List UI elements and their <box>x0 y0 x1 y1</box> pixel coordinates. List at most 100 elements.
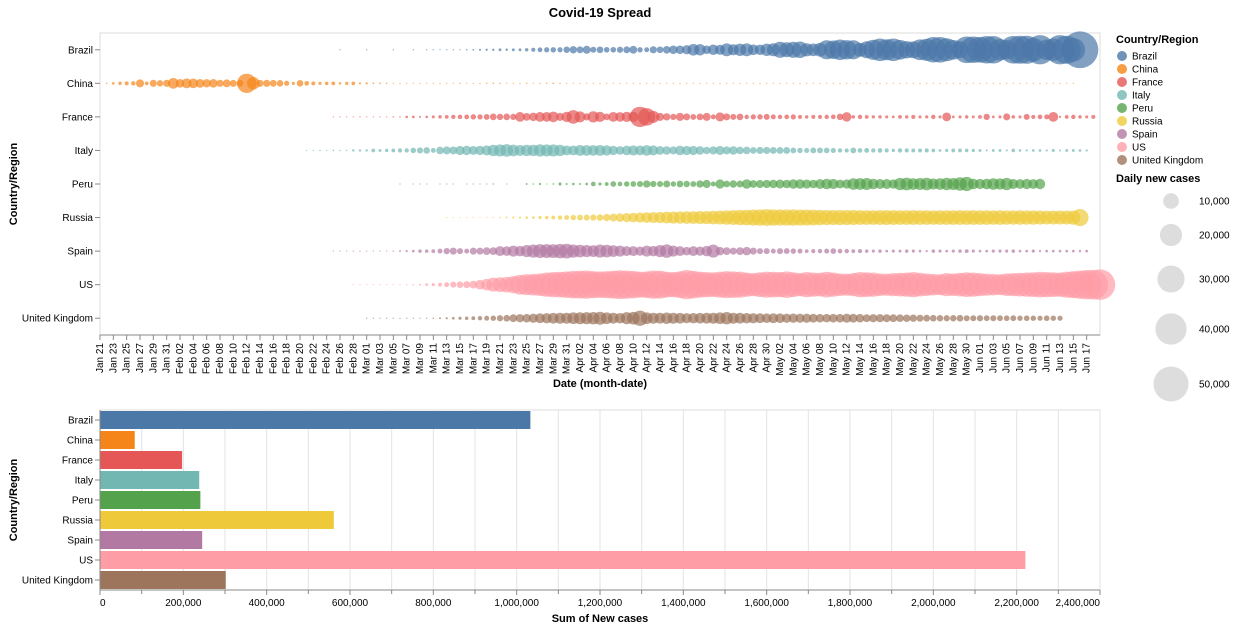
x-tick-label: Feb 24 <box>322 343 333 375</box>
bubble-point <box>797 248 803 254</box>
bubble-point <box>518 216 522 219</box>
bubble-point <box>630 181 637 187</box>
x-tick-label: May 14 <box>855 343 866 376</box>
bubble-point <box>663 113 671 121</box>
y-axis-title: Country/Region <box>8 458 20 541</box>
bubble-point <box>406 284 408 286</box>
bubble-point <box>788 179 799 189</box>
bubble-point <box>379 250 381 252</box>
bubble-point <box>392 49 394 51</box>
bubble-point <box>1071 208 1089 227</box>
bubble-point <box>610 181 617 187</box>
bubble-point <box>619 82 621 84</box>
bubble-point <box>1018 249 1022 253</box>
bubble-point <box>675 45 685 55</box>
y-tick-label: United Kingdom <box>22 314 93 325</box>
bubble-point <box>418 115 422 118</box>
bubble-point <box>1034 178 1046 190</box>
bubble-point <box>512 216 515 219</box>
bubble-point <box>964 148 969 153</box>
bubble-point <box>399 183 401 185</box>
bubble-point <box>399 317 401 319</box>
bubble-point <box>419 317 421 319</box>
bubble-point <box>729 146 738 155</box>
bubble-point <box>875 314 885 323</box>
bubble-point <box>351 81 356 86</box>
x-tick-label: Mar 31 <box>562 343 573 375</box>
x-tick-label: May 18 <box>882 343 893 376</box>
bubble-point <box>379 284 381 286</box>
bubble-point <box>436 146 444 155</box>
bubble-point <box>519 82 521 84</box>
bubble-point <box>763 248 770 255</box>
bubble-point <box>577 214 583 221</box>
bubble-point <box>558 182 562 186</box>
bubble-point <box>466 82 468 84</box>
bubble-point <box>746 82 748 84</box>
bubble-point <box>1065 249 1069 253</box>
bubble-point <box>524 48 529 52</box>
bubble-point <box>306 149 308 152</box>
bubble-point <box>538 182 542 186</box>
bubble-point <box>1011 148 1016 153</box>
bar <box>100 491 201 509</box>
bubble-point <box>956 314 964 322</box>
bubble-point <box>469 280 478 289</box>
x-tick-label: 1,800,000 <box>828 598 873 609</box>
x-axis-title: Date (month-date) <box>553 378 647 390</box>
bubble-point <box>752 82 754 84</box>
bubble-point <box>797 114 803 119</box>
bubble-point <box>904 249 909 253</box>
bubble-point <box>775 179 785 189</box>
bubble-point <box>662 45 671 54</box>
bubble-point <box>457 114 463 120</box>
bubble-point <box>615 146 625 155</box>
bar <box>100 431 135 449</box>
bubble-point <box>412 283 415 286</box>
bubble-point <box>596 46 604 54</box>
x-tick-label: Feb 12 <box>242 343 253 375</box>
bubble-point <box>963 315 970 322</box>
x-tick-label: Mar 09 <box>415 343 426 375</box>
x-tick-label: Apr 10 <box>628 343 639 373</box>
bubble-point <box>655 112 665 121</box>
y-tick-label: Brazil <box>68 416 93 427</box>
bubble-point <box>606 82 608 84</box>
bubble-point <box>546 183 548 185</box>
bubble-point <box>535 111 545 122</box>
bubble-point <box>525 183 528 185</box>
bubble-point <box>885 249 889 253</box>
bubble-point <box>837 248 843 254</box>
bubble-point <box>790 147 797 154</box>
bubble-point <box>1031 249 1035 253</box>
bubble-point <box>918 115 922 119</box>
bubble-point <box>925 250 928 253</box>
bubble-point <box>824 114 829 120</box>
bubble-point <box>819 82 821 84</box>
size-legend-label: 50,000 <box>1199 380 1230 391</box>
bubble-point <box>842 313 852 323</box>
bubble-point <box>979 82 981 84</box>
x-tick-label: 0 <box>100 598 106 609</box>
bubble-point <box>406 317 408 319</box>
bubble-point <box>904 148 909 153</box>
bubble-point <box>1030 315 1037 321</box>
bubble-point <box>371 148 376 153</box>
bubble-point <box>559 82 561 85</box>
bubble-point <box>511 48 515 52</box>
bubble-point <box>1025 149 1028 152</box>
bubble-point <box>1057 315 1063 321</box>
bubble-point <box>431 249 436 254</box>
bubble-point <box>1066 82 1068 84</box>
bubble-point <box>442 146 451 155</box>
bubble-point <box>1011 115 1016 119</box>
bubble-point <box>482 247 491 255</box>
x-tick-label: Apr 22 <box>708 343 719 373</box>
bubble-point <box>776 146 784 154</box>
bubble-point <box>951 249 955 253</box>
bubble-point <box>723 180 731 188</box>
bubble-point <box>525 216 528 219</box>
bubble-point <box>405 115 409 119</box>
bubble-point <box>938 149 942 152</box>
bubble-point <box>498 48 502 52</box>
